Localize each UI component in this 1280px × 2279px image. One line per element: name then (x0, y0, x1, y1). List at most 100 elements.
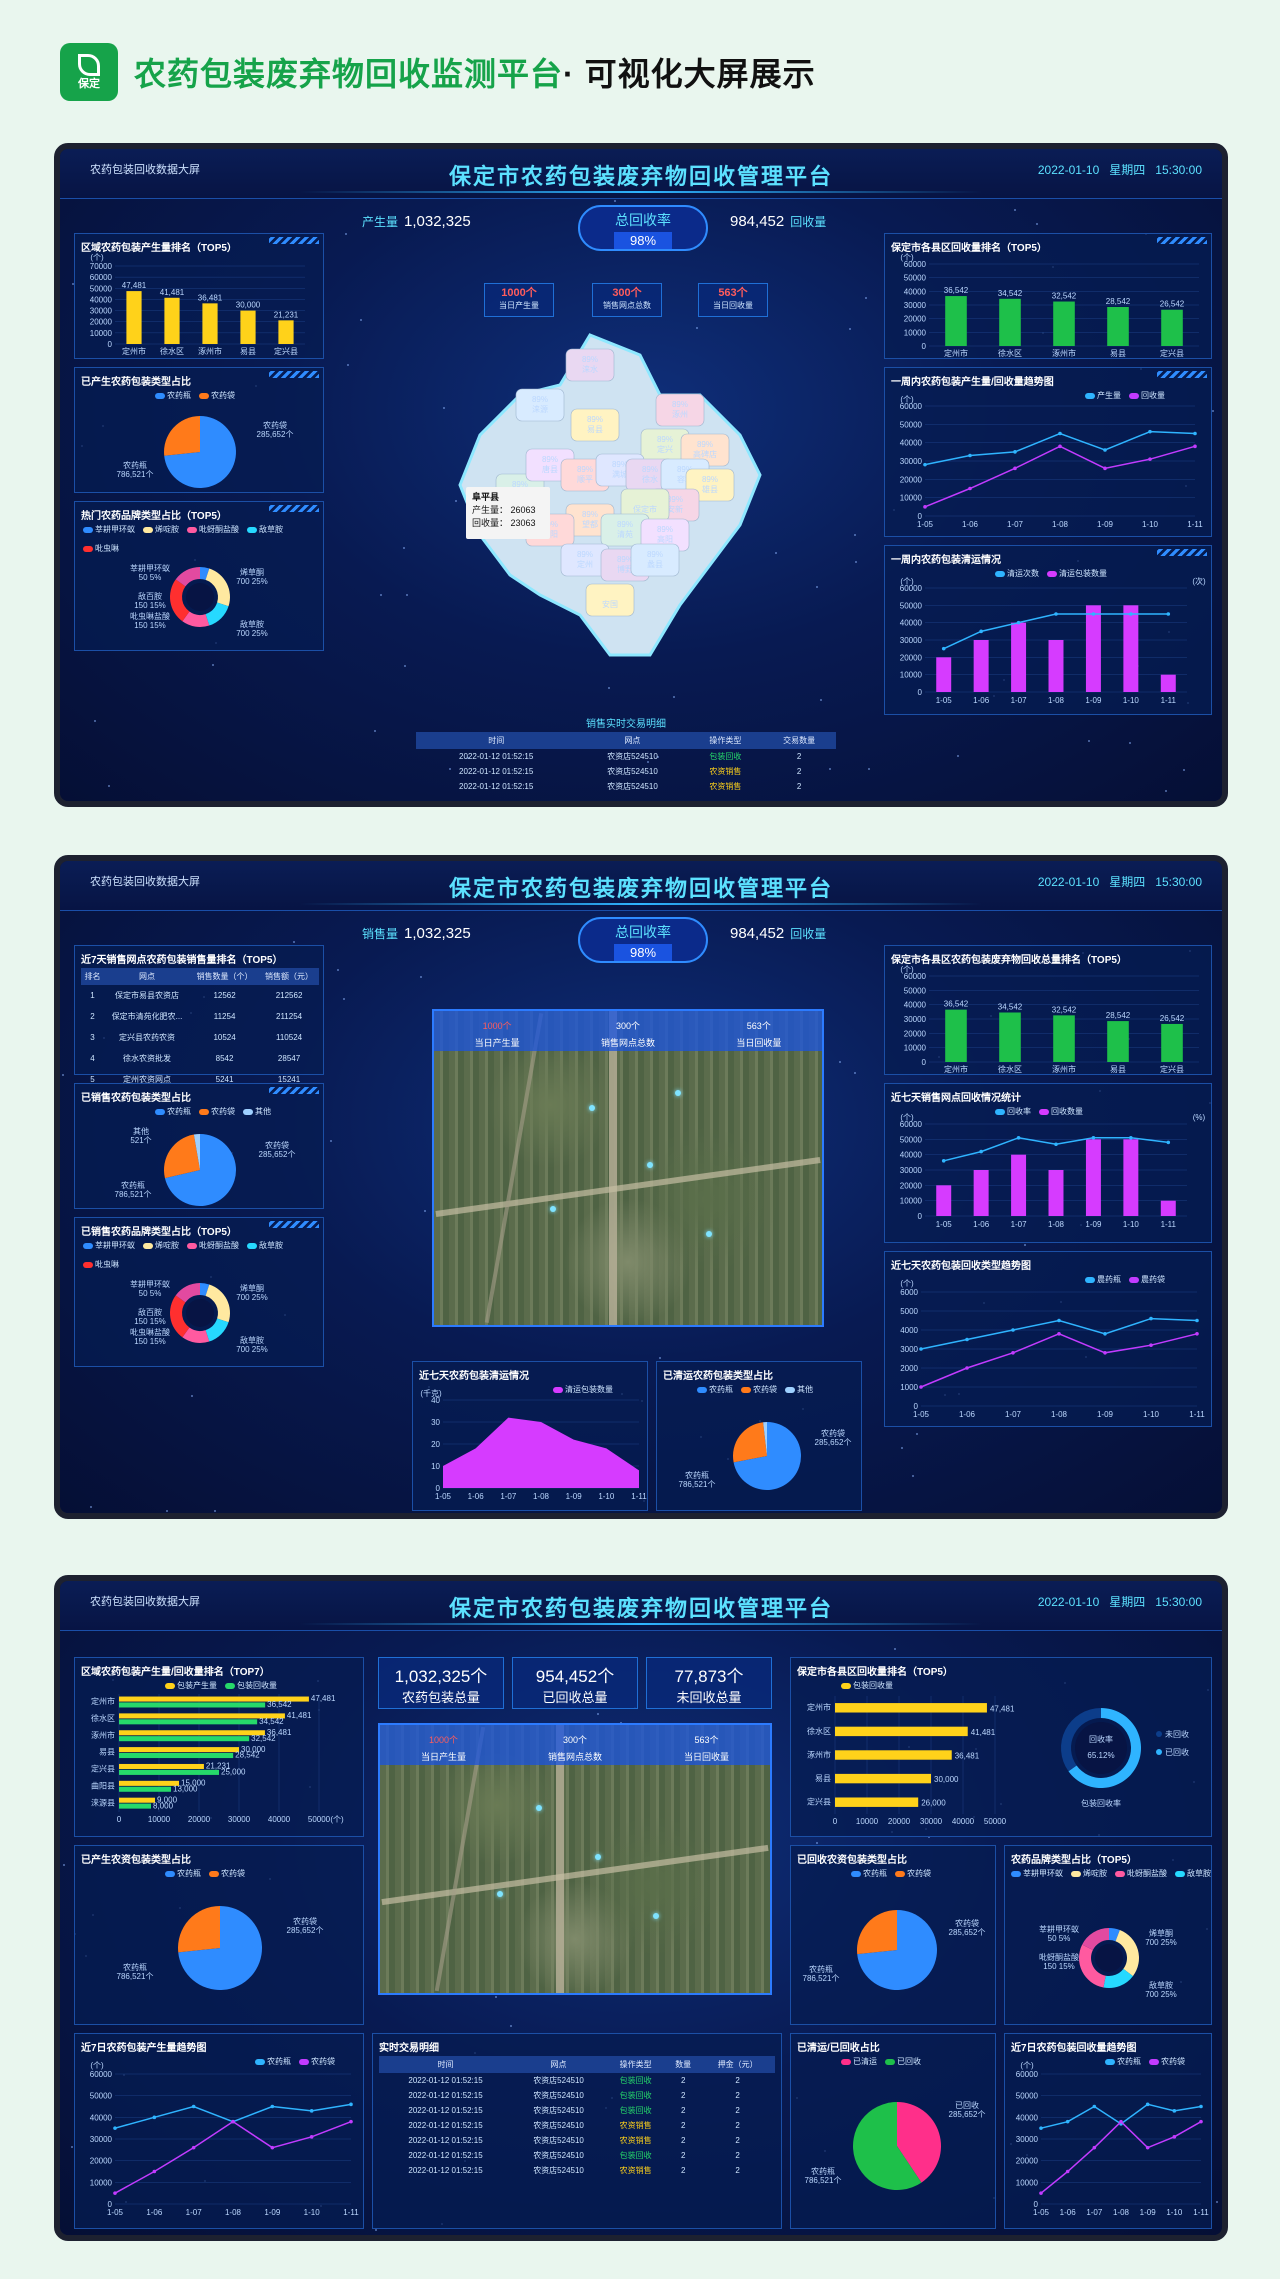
bar (119, 1719, 257, 1724)
bar (1161, 675, 1176, 692)
series-point (1199, 2120, 1203, 2124)
bar (1107, 1021, 1129, 1062)
unit-label: (个) (900, 253, 914, 262)
bar-chart-s2-county: 010000200003000040000500006000036,542定州市… (885, 946, 1213, 1076)
donut-label: 敌草胺 (240, 1335, 264, 1345)
pie-chart-sold-type: 农药袋285,652个农药瓶786,521个其他521个 (75, 1084, 325, 1210)
series-line-1 (921, 1334, 1197, 1387)
series-point (1103, 448, 1107, 452)
x-tick-label: 1-09 (566, 1492, 583, 1501)
series-point (1148, 430, 1152, 434)
y-tick-label: 10000 (900, 1197, 923, 1206)
y-tick-label: 0 (108, 340, 113, 349)
screen-topbar: 农药包装回收数据大屏 保定市农药包装废弃物回收管理平台 2022-01-10 星期… (60, 149, 1222, 199)
y-tick-label: 5000 (900, 1307, 918, 1316)
donut-hole (1075, 1722, 1127, 1774)
y-tick-label: 40000 (900, 1151, 923, 1160)
x-tick-label: 1-07 (1011, 1220, 1028, 1229)
x-tick-label: 1-05 (936, 696, 953, 705)
donut-caption: 包装回收率 (1081, 1798, 1121, 1808)
column-header: 操作类型 (605, 2056, 666, 2073)
column-header: 排名 (81, 968, 104, 985)
region-percent: 89% (532, 395, 548, 404)
map-tooltip: 阜平县 产生量： 26063 回收量： 23063 (466, 487, 550, 539)
trade-table: 销售实时交易明细 时间 网点 操作类型 交易数量 2022-01-12 01:52:15… (416, 715, 836, 794)
kpi-daily-recovery: 563个 当日回收量 (698, 283, 768, 317)
y-tick-label: 30000 (900, 457, 923, 466)
data-label: 28,542 (235, 1751, 260, 1760)
bar (1053, 302, 1075, 346)
pie-value: 786,521个 (117, 470, 154, 479)
donut-label: 敌百胺 (138, 1307, 162, 1317)
series-point (113, 2126, 117, 2130)
region-name: 博野 (617, 564, 633, 574)
satellite-map[interactable]: 1000个 当日产生量 300个 销售网点总数 563个 当日回收量 (432, 1009, 824, 1327)
donut-value: 150 15% (1043, 1962, 1075, 1971)
pie-label: 农药袋 (265, 1140, 289, 1150)
y-tick-label: 10000 (90, 2178, 113, 2187)
x-tick-label: 1-10 (1142, 520, 1159, 529)
bar (119, 1770, 219, 1775)
y-tick-label: 0 (922, 1058, 927, 1067)
y-tick-label: 40000 (90, 295, 113, 304)
x-tick-label: 1-09 (1097, 1410, 1114, 1419)
series-point (979, 1150, 983, 1154)
x-tick-label: 1-09 (1085, 696, 1102, 705)
y-tick-label: 30000 (900, 1166, 923, 1175)
panel-s3-rtrend: 近7日农药包装回收量趋势图 农药瓶 农药袋 0 10000 20000 30000 400… (1004, 2033, 1212, 2229)
table-row: 2022-01-12 01:52:15 农资店524510 农资销售 2 2 (379, 2118, 775, 2133)
donut-center-value: 65.12% (1087, 1751, 1114, 1760)
bar (936, 1185, 951, 1216)
x-tick-label: 1-06 (962, 520, 979, 529)
data-label: 26,542 (1160, 300, 1185, 309)
bar (1161, 1024, 1183, 1062)
series-point (310, 2135, 314, 2139)
region-name: 高碑店 (693, 449, 717, 459)
panel-sold-brand: 已销售农药品牌类型占比（TOP5） 莘耕甲环蚁 烯啶胺 吡蚜酮盐酸 敌草胺 吡虫啉 莘耕… (74, 1217, 324, 1367)
series-point (1058, 445, 1062, 449)
data-label: 34,542 (998, 1002, 1023, 1011)
donut-value: 50 5% (139, 1289, 162, 1298)
y-tick-label: 10000 (900, 494, 923, 503)
x-tick-label: 徐水区 (998, 348, 1022, 358)
line-chart-s3-rtrend: 01000020000300004000050000600001-05 1-06 1… (1005, 2034, 1213, 2230)
panel-clean-week: 一周内农药包装清运情况 清运次数 清运包装数量 0 10000 20000 30000 4… (884, 545, 1212, 715)
bar (119, 1747, 239, 1752)
x-tick-label: 1-10 (1123, 1220, 1140, 1229)
donut-value: 700 25% (1145, 1990, 1177, 1999)
data-label: 41,481 (287, 1711, 312, 1720)
region-percent: 89% (582, 355, 598, 364)
column-header: 销售数量（个） (190, 968, 259, 985)
bar (119, 1753, 233, 1758)
big-unrecovered: 77,873个 未回收总量 (646, 1657, 772, 1709)
x-tick-label: 1-05 (917, 520, 934, 529)
y-tick-label: 40000 (1016, 2113, 1039, 2122)
region-name: 涿州 (672, 410, 688, 419)
data-label: 34,542 (259, 1717, 284, 1726)
bar (835, 1797, 918, 1806)
donut-value: 150 15% (134, 1337, 166, 1346)
x-tick-label: 1-11 (343, 2208, 359, 2217)
data-label: 8,000 (153, 1801, 174, 1810)
series-point (942, 647, 946, 651)
series-point (1129, 612, 1133, 616)
unit-label: (%) (1193, 1113, 1206, 1122)
line-chart-rtype: 01000200030004000500060001-05 1-06 1-07 1-0… (885, 1252, 1213, 1428)
x-tick-label: 1-08 (1051, 1410, 1068, 1419)
donut-hole (186, 1299, 214, 1327)
region-percent: 89% (577, 465, 593, 474)
x-tick-label: 0 (117, 1815, 122, 1824)
x-tick-label: 1-05 (913, 1410, 930, 1419)
pie-label: 农药袋 (821, 1428, 845, 1438)
series-point (1166, 1141, 1170, 1145)
y-tick-label: 30000 (900, 636, 923, 645)
x-tick-label: 1-11 (1193, 2208, 1209, 2217)
panel-sales-rank: 近7天销售网点农药包装销售量排名（TOP5） 排名 网点 销售数量（个） 销售额（元）… (74, 945, 324, 1075)
satellite-map-3[interactable]: 1000个 当日产生量 300个 销售网点总数 563个 当日回收量 (378, 1723, 772, 1995)
stat-production: 产生量 1,032,325 (356, 213, 471, 230)
bar (974, 1170, 989, 1216)
region-percent: 89% (657, 525, 673, 534)
series-point (919, 1385, 923, 1389)
panel-brand-share: 热门农药品牌类型占比（TOP5） 莘耕甲环蚁 烯啶胺 吡蚜酮盐酸 敌草胺 吡虫啉 莘耕甲… (74, 501, 324, 651)
series-point (919, 1347, 923, 1351)
